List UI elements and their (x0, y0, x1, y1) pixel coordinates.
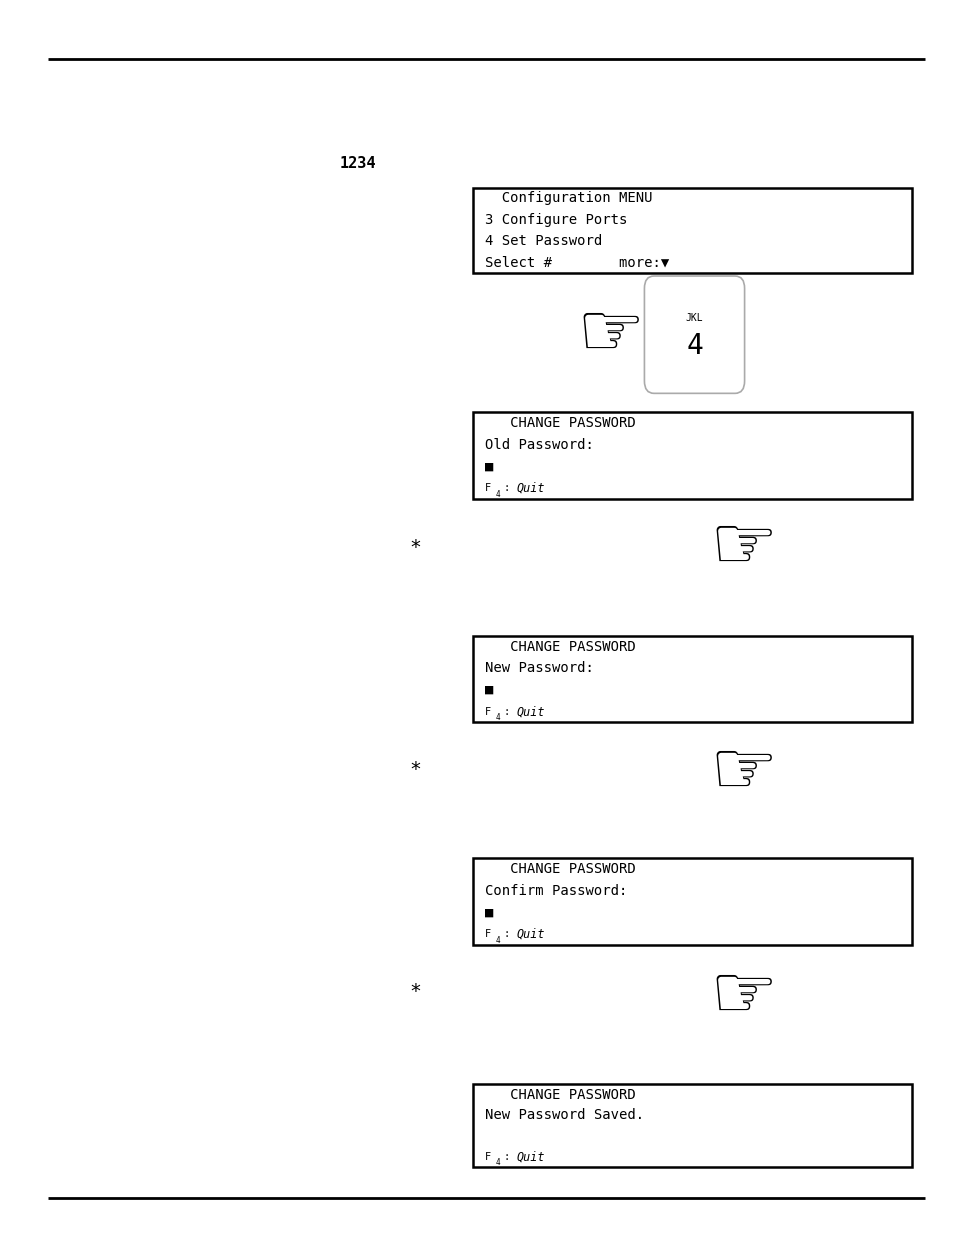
Text: ☞: ☞ (709, 736, 778, 810)
Text: :: : (503, 1152, 510, 1162)
Text: CHANGE PASSWORD: CHANGE PASSWORD (484, 640, 635, 653)
Text: 1234: 1234 (339, 156, 375, 170)
Text: CHANGE PASSWORD: CHANGE PASSWORD (484, 862, 635, 876)
Text: 4: 4 (496, 490, 500, 499)
Text: Quit: Quit (516, 1150, 544, 1163)
Text: F: F (484, 1152, 491, 1162)
Text: *: * (409, 982, 420, 1002)
Text: 4: 4 (685, 332, 702, 359)
Text: CHANGE PASSWORD: CHANGE PASSWORD (484, 416, 635, 430)
Text: F: F (484, 929, 491, 939)
Text: ☞: ☞ (576, 298, 644, 372)
Text: 4: 4 (496, 1158, 500, 1167)
Text: CHANGE PASSWORD: CHANGE PASSWORD (484, 1088, 635, 1102)
Text: Old Password:: Old Password: (484, 438, 593, 452)
Text: 4: 4 (496, 714, 500, 722)
Text: Confirm Password:: Confirm Password: (484, 884, 626, 898)
Text: Quit: Quit (516, 927, 544, 941)
Text: ☞: ☞ (709, 511, 778, 585)
Text: New Password Saved.: New Password Saved. (484, 1108, 643, 1123)
Text: JKL: JKL (685, 312, 702, 324)
Text: 3 Configure Ports: 3 Configure Ports (484, 212, 626, 227)
Text: New Password:: New Password: (484, 662, 593, 676)
Text: :: : (503, 706, 510, 716)
Text: ■: ■ (484, 905, 493, 919)
Text: Quit: Quit (516, 482, 544, 495)
Text: :: : (503, 483, 510, 493)
Bar (473, 858, 911, 945)
FancyBboxPatch shape (644, 277, 743, 393)
Text: Select #        more:▼: Select # more:▼ (484, 256, 668, 269)
Text: *: * (409, 537, 420, 557)
Bar (473, 188, 911, 273)
Text: F: F (484, 483, 491, 493)
Bar (473, 1084, 911, 1167)
Text: Quit: Quit (516, 705, 544, 719)
Text: 4: 4 (496, 936, 500, 945)
Text: ■: ■ (484, 683, 493, 697)
Text: ■: ■ (484, 459, 493, 473)
Bar (473, 636, 911, 722)
Text: 4 Set Password: 4 Set Password (484, 233, 601, 248)
Text: :: : (503, 929, 510, 939)
Text: ☞: ☞ (709, 960, 778, 1034)
Text: *: * (409, 760, 420, 779)
Bar (473, 412, 911, 499)
Text: Configuration MENU: Configuration MENU (484, 191, 652, 205)
Text: F: F (484, 706, 491, 716)
